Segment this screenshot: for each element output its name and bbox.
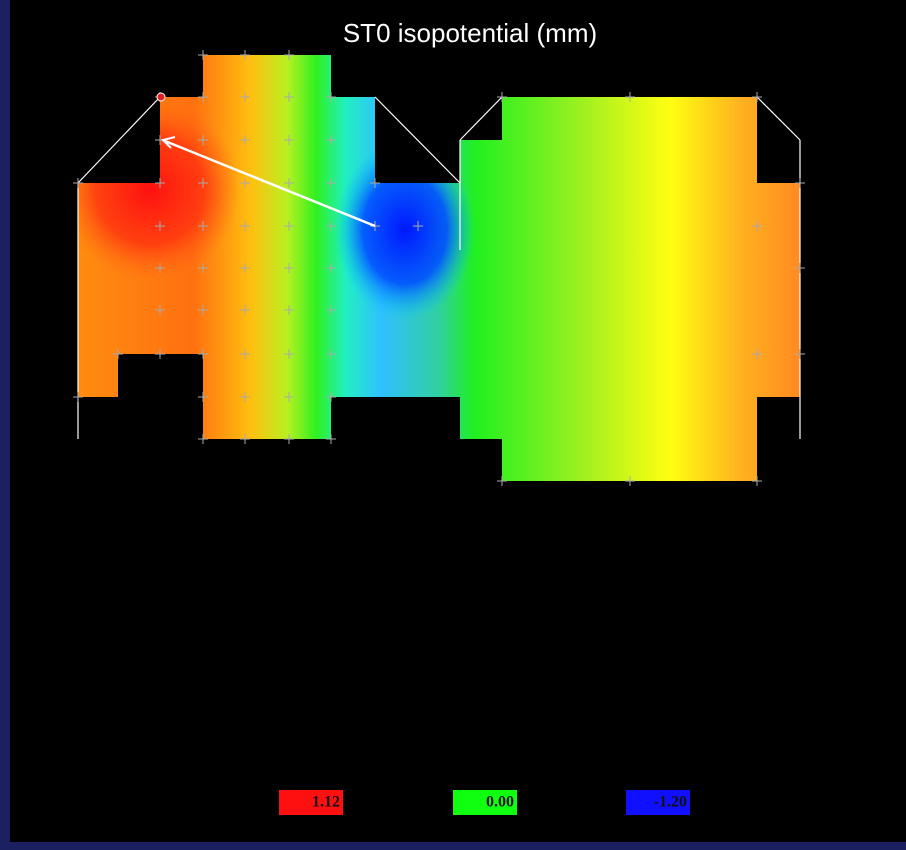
legend-label: 1.12 [312, 794, 340, 811]
electrode-cross [284, 178, 294, 188]
electrode-cross [326, 305, 336, 315]
electrode-cross [240, 135, 250, 145]
legend-swatch [453, 790, 517, 815]
electrode-cross [240, 349, 250, 359]
electrode-cross [625, 476, 635, 486]
electrode-cross [155, 263, 165, 273]
electrode-grid [73, 50, 805, 486]
legend-label: -1.20 [654, 794, 687, 811]
electrode-cross [198, 135, 208, 145]
electrode-cross [752, 476, 762, 486]
electrode-cross [795, 349, 805, 359]
electrode-cross [198, 221, 208, 231]
electrode-cross [155, 305, 165, 315]
electrode-cross [326, 392, 336, 402]
electrode-cross [326, 434, 336, 444]
legend-swatch [279, 790, 343, 815]
electrode-cross [284, 92, 294, 102]
electrode-cross [155, 221, 165, 231]
electrode-cross [370, 178, 380, 188]
display-area [10, 0, 906, 842]
electrode-cross [284, 50, 294, 60]
electrode-cross [198, 392, 208, 402]
electrode-cross [752, 221, 762, 231]
electrode-cross [795, 263, 805, 273]
electrode-cross [240, 178, 250, 188]
electrode-cross [240, 305, 250, 315]
electrode-cross [198, 305, 208, 315]
marker-dot [156, 92, 166, 102]
electrode-cross [155, 178, 165, 188]
electrode-cross [73, 178, 83, 188]
legend-swatch [626, 790, 690, 815]
electrode-cross [284, 434, 294, 444]
electrode-cross [326, 263, 336, 273]
electrode-cross [155, 349, 165, 359]
electrode-cross [198, 349, 208, 359]
electrode-cross [326, 92, 336, 102]
electrode-cross [284, 349, 294, 359]
electrode-cross [240, 50, 250, 60]
electrode-cross [198, 434, 208, 444]
electrode-cross [198, 263, 208, 273]
electrode-cross [326, 221, 336, 231]
electrode-cross [73, 392, 83, 402]
electrode-cross [240, 434, 250, 444]
electrode-cross [795, 178, 805, 188]
electrode-cross [198, 50, 208, 60]
electrode-cross [240, 92, 250, 102]
electrode-cross [326, 178, 336, 188]
legend-label: 0.00 [486, 794, 514, 811]
electrode-cross [284, 135, 294, 145]
electrode-cross [198, 92, 208, 102]
electrode-cross [625, 92, 635, 102]
electrode-cross [113, 349, 123, 359]
vector-arrow [164, 139, 376, 228]
electrode-cross [284, 221, 294, 231]
electrode-cross [240, 263, 250, 273]
electrode-cross [497, 92, 507, 102]
electrode-cross [413, 221, 423, 231]
electrode-cross [198, 178, 208, 188]
electrode-cross [326, 349, 336, 359]
electrode-cross [752, 349, 762, 359]
arrow-head [161, 136, 176, 149]
electrode-cross [240, 221, 250, 231]
electrode-cross [240, 392, 250, 402]
electrode-cross [284, 392, 294, 402]
electrode-cross [284, 305, 294, 315]
electrode-cross [752, 92, 762, 102]
title: ST0 isopotential (mm) [343, 18, 597, 48]
electrode-cross [284, 263, 294, 273]
electrode-cross [497, 476, 507, 486]
electrode-cross [326, 135, 336, 145]
